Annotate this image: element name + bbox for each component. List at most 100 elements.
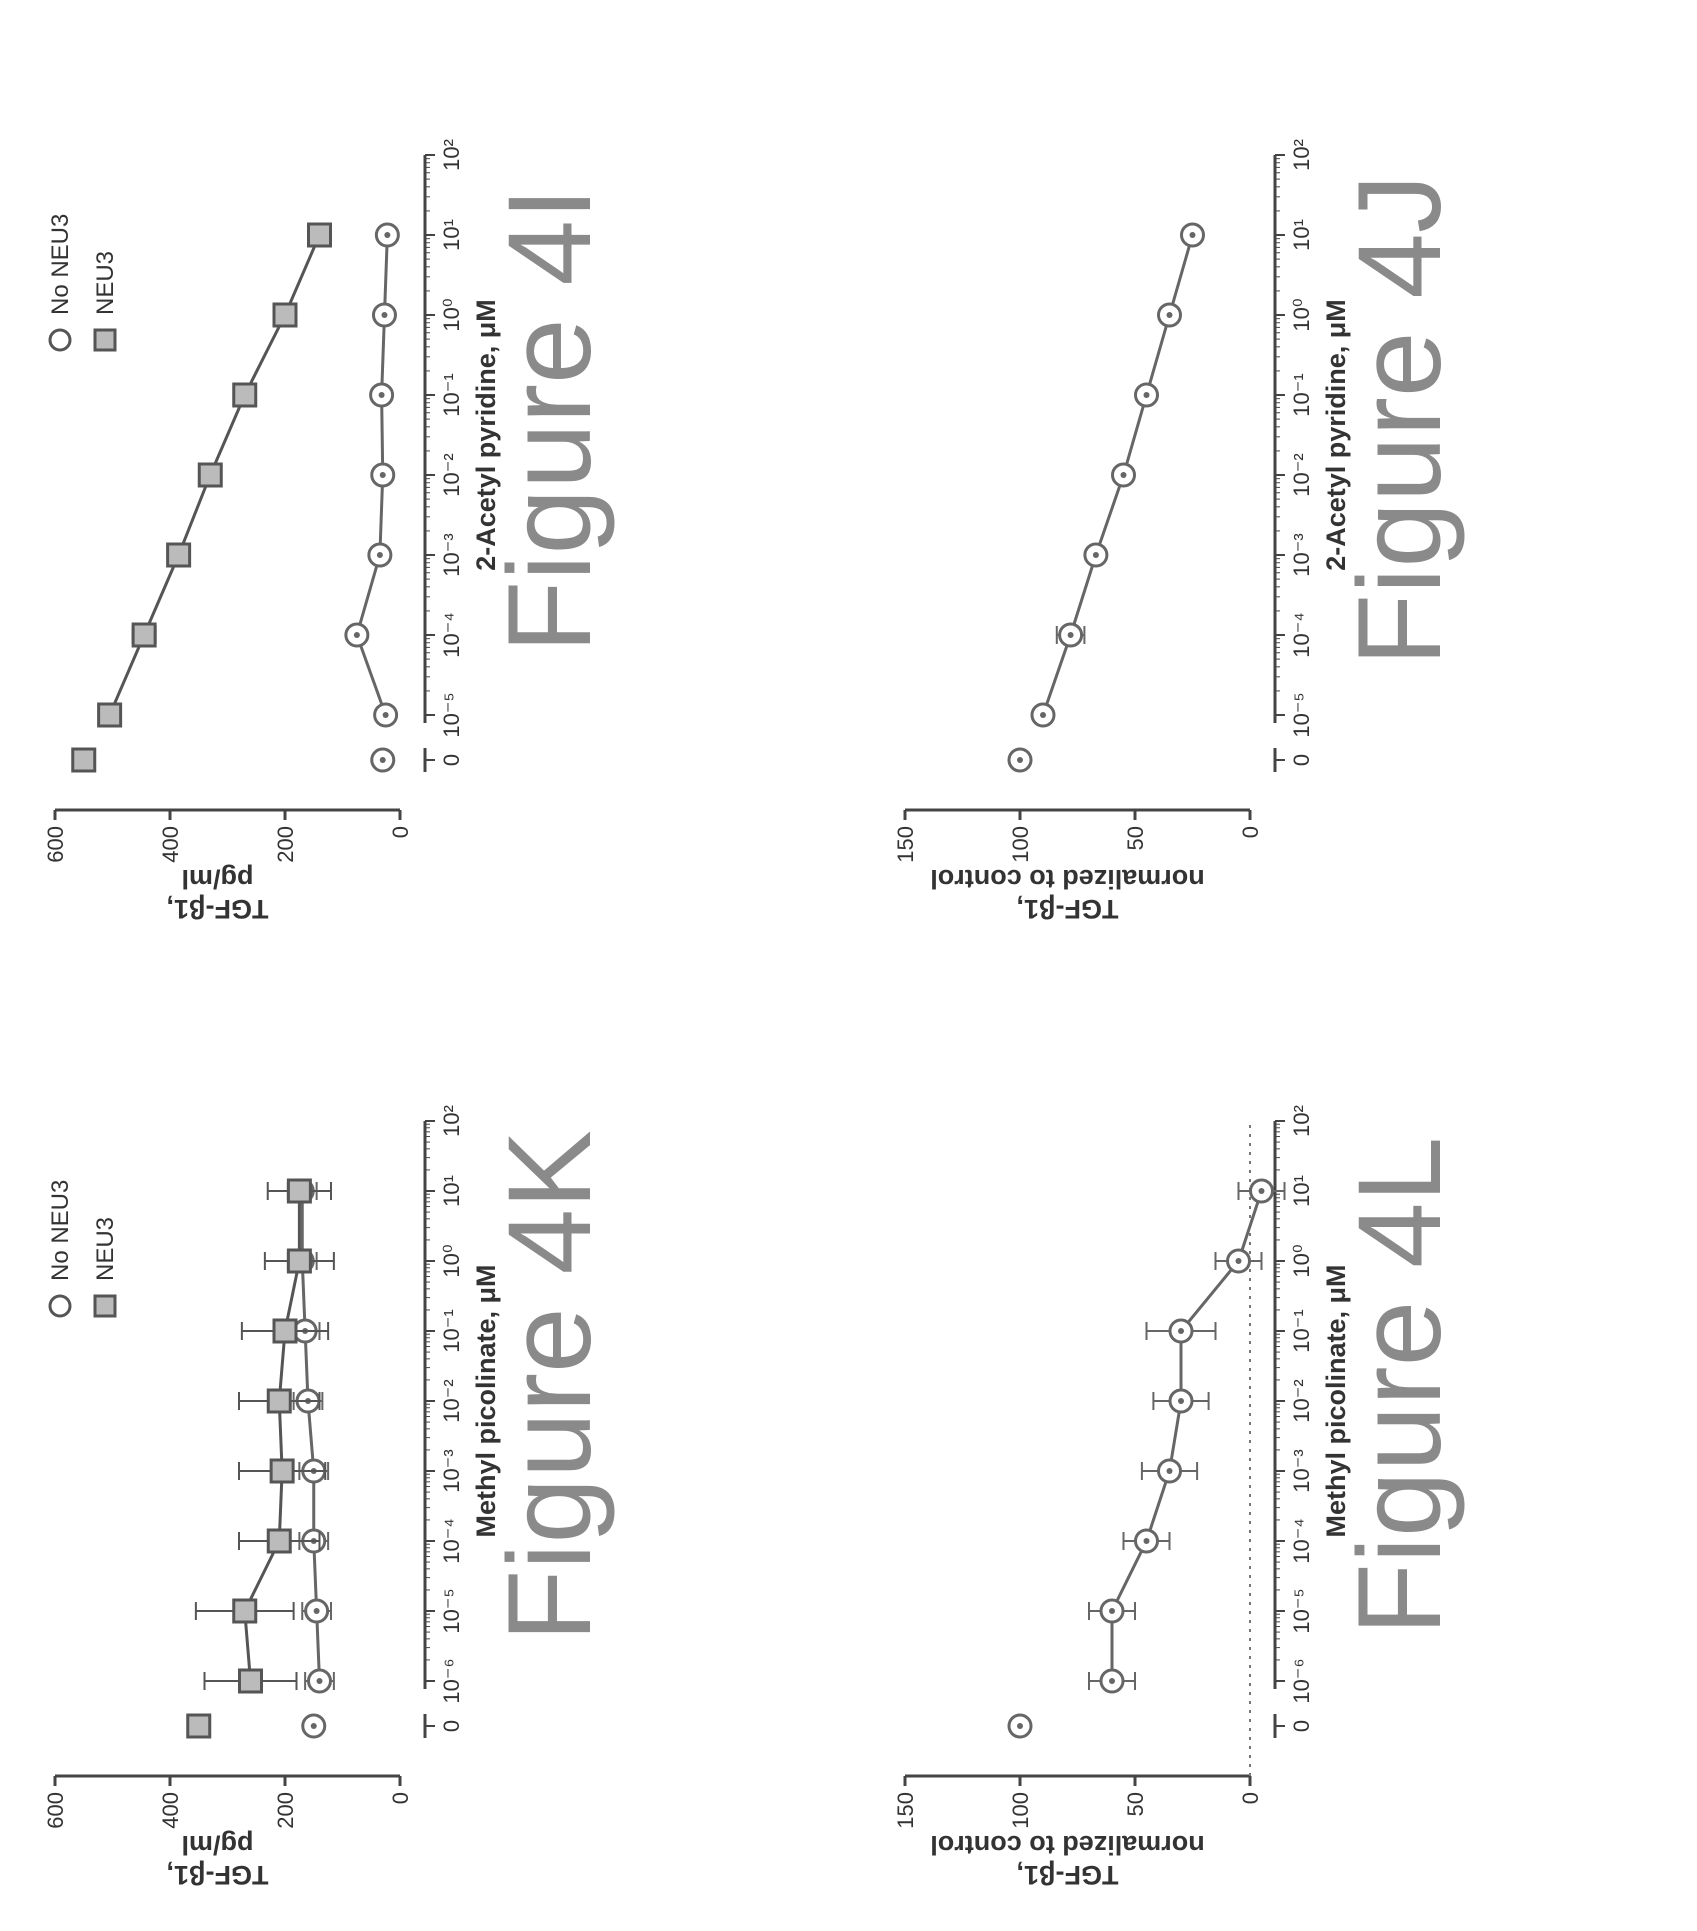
plot-rotated-group: 0 50 100 150 TGF-β1,normalized to control 0 10… (893, 1105, 1466, 1890)
y-tick-label: 600 (43, 826, 68, 863)
x-tick-label: 10⁻⁶ (1289, 1658, 1314, 1703)
data-point-1 (232, 382, 258, 408)
x-tick-label: 10⁻³ (1289, 1449, 1314, 1492)
x-tick-label: 10⁻⁵ (439, 1588, 464, 1633)
x-tick-label: 10⁻⁴ (1289, 612, 1314, 658)
data-point-0-dot (378, 392, 385, 398)
y-tick-label: 100 (1008, 826, 1033, 863)
data-point-1 (286, 1178, 312, 1204)
y-axis-label: TGF-β1, (1017, 1860, 1119, 1890)
y-tick-label: 100 (1008, 1792, 1033, 1829)
y-axis-label: TGF-β1, (1017, 894, 1119, 924)
data-point-1 (166, 542, 192, 568)
y-tick-label: 0 (1238, 826, 1263, 838)
control-point-1 (71, 747, 97, 773)
y-tick-label: 150 (893, 826, 918, 863)
y-tick-label: 50 (1123, 826, 1148, 850)
legend-label: No NEU3 (47, 214, 74, 315)
figure-4k-chart: 0 200 400 600 TGF-β1,pg/ml 0 10⁻⁶ 10⁻⁵ 10⁻⁴ 10⁻³ 1… (43, 1105, 616, 1890)
x-axis-label: 2-Acetyl pyridine, μM (1321, 299, 1351, 571)
data-point-0-dot (1092, 552, 1099, 558)
data-point-0-dot (1178, 1328, 1184, 1334)
y-axis-label: TGF-β1, (167, 1860, 269, 1890)
data-point-0-dot (313, 1608, 320, 1614)
x-tick-label: 10⁰ (439, 1244, 464, 1277)
x-axis-label: 2-Acetyl pyridine, μM (471, 299, 501, 571)
figure-label: Figure 4K (484, 1130, 616, 1642)
x-tick-label: 10⁻⁵ (1289, 1588, 1314, 1633)
figure-4i-chart: 0 200 400 600 TGF-β1,pg/ml 0 10⁻⁵ 10⁻⁴ 10⁻³ 10⁻² 1… (43, 139, 616, 924)
y-axis-label-2: pg/ml (182, 1830, 254, 1860)
data-point-1 (286, 1248, 312, 1274)
x-tick-label: 10⁻⁶ (439, 1658, 464, 1703)
x-tick-label: 10⁻⁵ (1289, 692, 1314, 737)
x-tick-label: 10² (439, 1105, 464, 1137)
figure-4k-panel: 0 200 400 600 TGF-β1, pg/ml 0 10⁻⁶ 10⁻⁵ 10⁻⁴ 10⁻³ 1… (0, 960, 850, 1931)
data-point-1 (197, 462, 223, 488)
y-axis-label-2: normalized to control (930, 1830, 1205, 1860)
x-tick-label: 10⁻¹ (1289, 1309, 1314, 1352)
data-point-1 (131, 622, 157, 648)
data-point-1 (238, 1668, 263, 1694)
x-tick-label: 10⁰ (439, 298, 464, 331)
x-tick-label: 0 (1289, 1720, 1314, 1732)
y-tick-label: 50 (1123, 1792, 1148, 1816)
x-tick-label: 10² (439, 139, 464, 171)
y-tick-label: 600 (43, 1792, 68, 1829)
x-axis-label: Methyl picolinate, μM (471, 1264, 501, 1537)
data-point-0-dot (1143, 1538, 1150, 1544)
x-tick-label: 10⁻³ (439, 1449, 464, 1492)
data-point-1 (272, 302, 298, 328)
data-point-1 (272, 1318, 298, 1344)
x-tick-label: 10⁻⁴ (439, 612, 464, 658)
data-point-0-dot (1178, 1398, 1184, 1404)
x-tick-label: 10² (1289, 139, 1314, 171)
figure-label: Figure 4I (484, 187, 616, 653)
data-point-0-dot (1040, 712, 1046, 718)
y-tick-label: 0 (1238, 1792, 1263, 1804)
x-tick-label: 0 (1289, 754, 1314, 766)
x-tick-label: 10² (1289, 1105, 1314, 1137)
x-tick-label: 10⁻⁴ (1289, 1518, 1314, 1564)
x-tick-label: 10⁻⁵ (439, 692, 464, 737)
legend-label: NEU3 (92, 251, 119, 315)
x-tick-label: 10⁻¹ (439, 373, 464, 416)
control-point-0-dot (310, 1723, 317, 1729)
data-point-0-dot (1067, 632, 1074, 638)
x-tick-label: 10⁻³ (439, 533, 464, 576)
x-tick-label: 10¹ (439, 219, 464, 251)
y-tick-label: 150 (893, 1792, 918, 1829)
data-point-0-dot (1166, 1468, 1173, 1474)
figure-4l-chart: 0 50 100 150 TGF-β1,normalized to control 0 10… (893, 1105, 1466, 1890)
y-tick-label: 200 (273, 1792, 298, 1829)
data-point-1 (266, 1388, 292, 1414)
data-point-0-dot (316, 1678, 323, 1684)
data-point-0-dot (1143, 392, 1150, 398)
data-point-0-dot (1109, 1608, 1115, 1614)
data-point-0-dot (353, 632, 360, 638)
data-point-1 (266, 1528, 292, 1554)
y-tick-label: 400 (158, 1792, 183, 1829)
figure-label: Figure 4L (1334, 1137, 1466, 1636)
figure-4j-chart: 0 50 100 150 TGF-β1,normalized to control 0 10… (893, 139, 1466, 924)
control-point-0-dot (1017, 757, 1023, 763)
control-point-0-dot (379, 757, 386, 763)
figure-4i-panel: 0 200 400 600 TGF-β1, pg/ml 0 10⁻⁵ 10⁻⁴ 10⁻³ 10⁻² 1… (0, 0, 850, 965)
data-point-0-dot (1189, 232, 1196, 238)
x-tick-label: 10⁻⁴ (439, 1518, 464, 1564)
y-tick-label: 0 (388, 826, 413, 838)
plot-rotated-group: 0 200 400 600 TGF-β1,pg/ml 0 10⁻⁵ 10⁻⁴ 10⁻³ 10⁻² 1… (43, 139, 616, 924)
x-tick-label: 10¹ (439, 1175, 464, 1207)
legend-marker-circle (48, 1294, 72, 1318)
control-point-0-dot (1017, 1723, 1023, 1729)
data-point-0-dot (1166, 312, 1173, 318)
data-point-0-dot (1258, 1188, 1265, 1194)
y-tick-label: 0 (388, 1792, 413, 1804)
data-point-1 (232, 1598, 258, 1624)
x-tick-label: 0 (439, 754, 464, 766)
x-tick-label: 10⁰ (1289, 298, 1314, 331)
data-point-0-dot (1120, 472, 1127, 478)
x-tick-label: 0 (439, 1720, 464, 1732)
data-point-0-dot (384, 232, 391, 238)
legend-label: NEU3 (92, 1217, 119, 1281)
